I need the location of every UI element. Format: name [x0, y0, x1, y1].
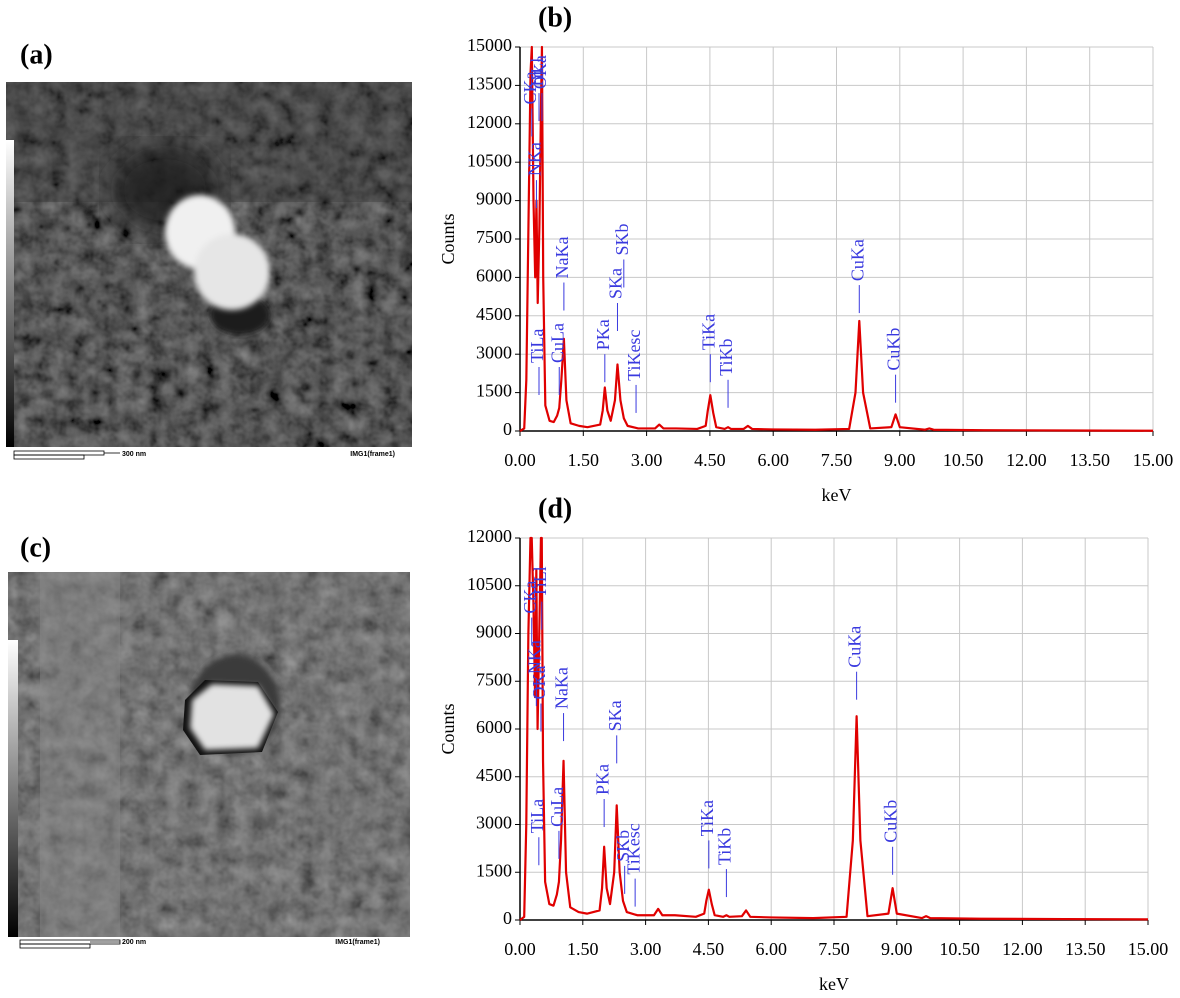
y-tick-label: 10500: [467, 150, 512, 170]
x-axis-label: keV: [822, 485, 852, 505]
annotation-label: SKa: [605, 700, 625, 731]
annotation-label: TiKa: [697, 800, 717, 836]
x-tick-label: 6.00: [757, 450, 789, 470]
y-tick-label: 1500: [476, 860, 512, 880]
x-tick-label: 15.00: [1133, 450, 1174, 470]
y-tick-label: 6000: [476, 717, 512, 737]
annotation-label: CKa: [520, 581, 540, 614]
x-tick-label: 4.50: [693, 939, 725, 959]
x-tick-label: 7.50: [821, 450, 853, 470]
annotation-label: CKa: [520, 71, 540, 104]
annotation-label: OKa: [530, 55, 550, 89]
y-tick-label: 3000: [476, 342, 512, 362]
x-tick-label: 1.50: [568, 450, 600, 470]
y-tick-label: 4500: [476, 765, 512, 785]
annotation-label: TiKb: [716, 338, 736, 375]
y-tick-label: 12000: [467, 112, 512, 132]
annotation-label: TiLl: [530, 566, 550, 597]
x-tick-label: 7.50: [818, 939, 850, 959]
annotation-label: CuKb: [884, 328, 904, 371]
y-tick-label: 7500: [476, 669, 512, 689]
annotation-label: SKb: [613, 830, 633, 862]
spectrum-line: [519, 536, 1149, 921]
annotation-label: NaKa: [552, 237, 572, 279]
x-tick-label: 3.00: [630, 939, 662, 959]
x-tick-label: 12.00: [1002, 939, 1043, 959]
panel-label: (a): [20, 39, 53, 70]
annotation-label: TiKb: [715, 828, 735, 865]
annotation-label: CuLa: [547, 323, 567, 363]
y-axis-label: Counts: [438, 213, 458, 264]
x-tick-label: 13.50: [1065, 939, 1106, 959]
frame-label: IMG1(frame1): [335, 939, 380, 946]
x-tick-label: 9.00: [884, 450, 916, 470]
y-tick-label: 15000: [467, 35, 512, 55]
y-tick-label: 4500: [476, 304, 512, 324]
x-tick-label: 10.50: [943, 450, 984, 470]
x-tick-label: 0.00: [504, 939, 536, 959]
y-tick-label: 7500: [476, 227, 512, 247]
y-tick-label: 6000: [476, 266, 512, 286]
chart-title: (d): [538, 493, 572, 524]
y-tick-label: 3000: [476, 813, 512, 833]
x-tick-label: 15.00: [1128, 939, 1169, 959]
x-tick-label: 10.50: [939, 939, 980, 959]
annotation-label: TiKesc: [624, 330, 644, 381]
annotation-label: SKb: [612, 223, 632, 255]
annotation-label: TiKa: [698, 314, 718, 350]
x-tick-label: 13.50: [1069, 450, 1110, 470]
y-tick-label: 13500: [467, 74, 512, 94]
annotation-label: NKa: [524, 640, 544, 674]
y-tick-label: 9000: [476, 189, 512, 209]
panel-label: (c): [20, 532, 51, 563]
x-tick-label: 4.50: [694, 450, 726, 470]
annotation-label: CuLa: [547, 787, 567, 827]
annotation-label: SKa: [606, 268, 626, 299]
sem-image: 300 nm IMG1(frame1): [6, 82, 412, 460]
y-tick-label: 12000: [467, 526, 512, 546]
y-tick-label: 10500: [467, 574, 512, 594]
x-tick-label: 3.00: [631, 450, 663, 470]
annotation-label: OKa: [529, 666, 549, 700]
annotation-label: CuKa: [847, 239, 867, 281]
chart-title: (b): [538, 2, 572, 33]
x-tick-label: 12.00: [1006, 450, 1047, 470]
annotation-label: PKa: [592, 764, 612, 795]
annotation-label: NKa: [525, 142, 545, 176]
scale-bar-label: 300 nm: [122, 451, 146, 458]
annotation-label: TiLl: [527, 58, 547, 89]
annotation-label: TiKesc: [623, 823, 643, 874]
y-tick-label: 9000: [476, 622, 512, 642]
annotation-label: TiLa: [527, 799, 547, 833]
x-tick-label: 0.00: [504, 450, 536, 470]
y-tick-label: 1500: [476, 381, 512, 401]
annotation-label: PKa: [593, 319, 613, 350]
spectrum-line: [519, 45, 1154, 432]
y-axis-label: Counts: [438, 703, 458, 754]
annotation-label: CuKb: [881, 800, 901, 843]
x-tick-label: 9.00: [881, 939, 913, 959]
x-tick-label: 1.50: [567, 939, 599, 959]
annotation-label: NaKa: [552, 667, 572, 709]
annotation-label: TiLa: [527, 329, 547, 363]
annotation-label: CuKa: [845, 626, 865, 668]
x-tick-label: 6.00: [755, 939, 787, 959]
scale-bar-label: 200 nm: [122, 939, 146, 946]
y-tick-label: 0: [503, 908, 512, 928]
y-tick-label: 0: [503, 419, 512, 439]
sem-image: 200 nm IMG1(frame1): [8, 572, 410, 949]
frame-label: IMG1(frame1): [350, 451, 395, 458]
x-axis-label: keV: [819, 974, 849, 994]
